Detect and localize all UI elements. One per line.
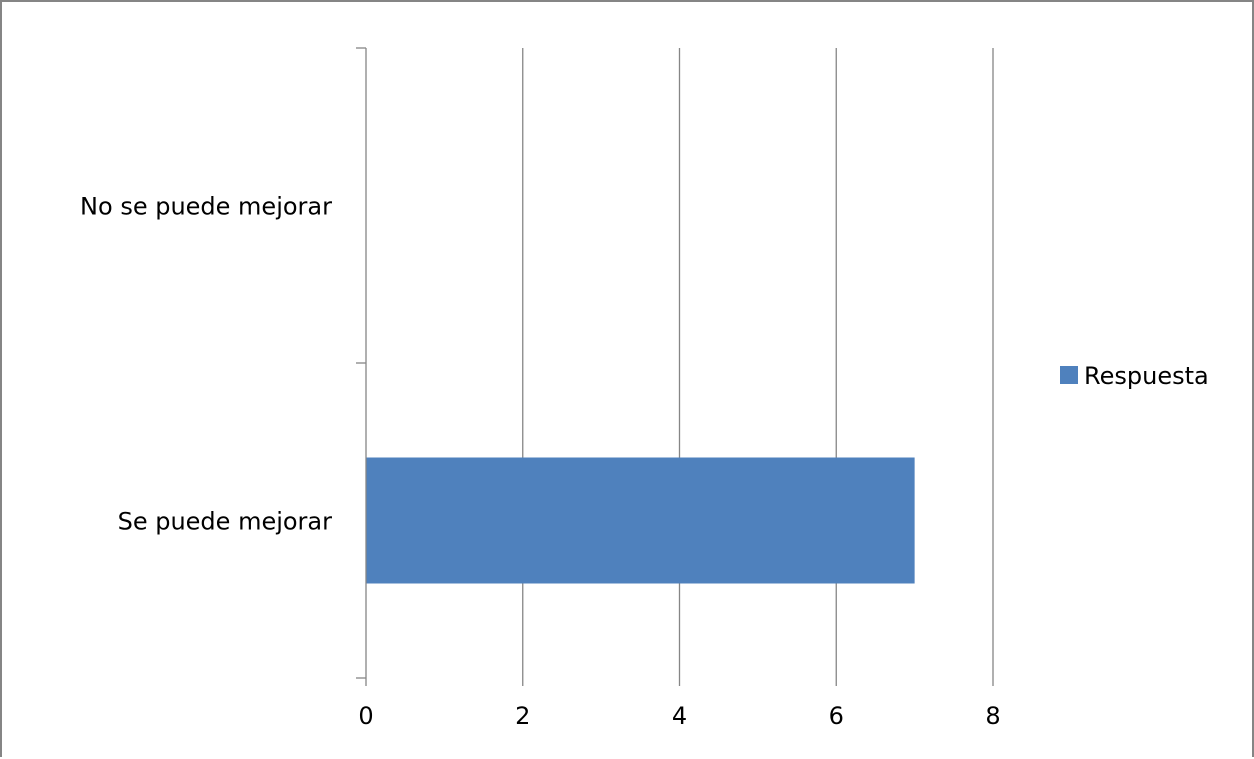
axes	[356, 47, 994, 686]
bars	[366, 457, 915, 584]
x-tick-label-1: 2	[515, 702, 530, 730]
legend: Respuesta	[1060, 362, 1209, 390]
legend-swatch	[1060, 366, 1078, 384]
category-label-1: Se puede mejorar	[118, 508, 333, 536]
x-tick-label-3: 6	[829, 702, 844, 730]
bar-1	[366, 457, 915, 584]
axis-labels: 0 2 4 6 8 Se puede mejorar No se puede mejorar	[80, 193, 1001, 731]
x-tick-label-2: 4	[672, 702, 687, 730]
category-label-2: No se puede mejorar	[80, 193, 332, 221]
x-tick-label-0: 0	[358, 702, 373, 730]
x-tick-label-4: 8	[985, 702, 1000, 730]
legend-label: Respuesta	[1084, 362, 1209, 390]
